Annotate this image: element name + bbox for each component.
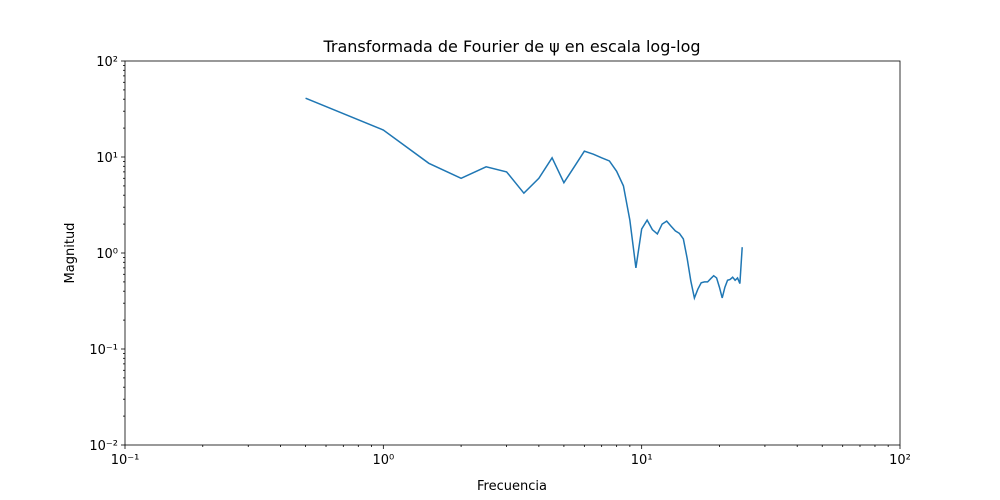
y-tick-label: 10⁻¹ — [89, 343, 118, 358]
x-tick-label: 10⁰ — [372, 453, 394, 468]
x-tick-label: 10¹ — [631, 453, 653, 468]
y-tick-label: 10⁰ — [96, 247, 118, 262]
y-tick-label: 10¹ — [96, 151, 118, 166]
plot-frame — [124, 60, 901, 446]
x-axis-label: Frecuencia — [477, 479, 547, 494]
data-line — [305, 97, 743, 301]
x-tick-label: 10² — [889, 453, 911, 468]
x-tick-label: 10⁻¹ — [111, 453, 140, 468]
y-tick-label: 10² — [96, 55, 118, 70]
y-tick-label: 10⁻² — [89, 439, 118, 454]
chart-title: Transformada de Fourier de ψ en escala l… — [322, 37, 700, 56]
y-axis-label: Magnitud — [63, 223, 78, 284]
